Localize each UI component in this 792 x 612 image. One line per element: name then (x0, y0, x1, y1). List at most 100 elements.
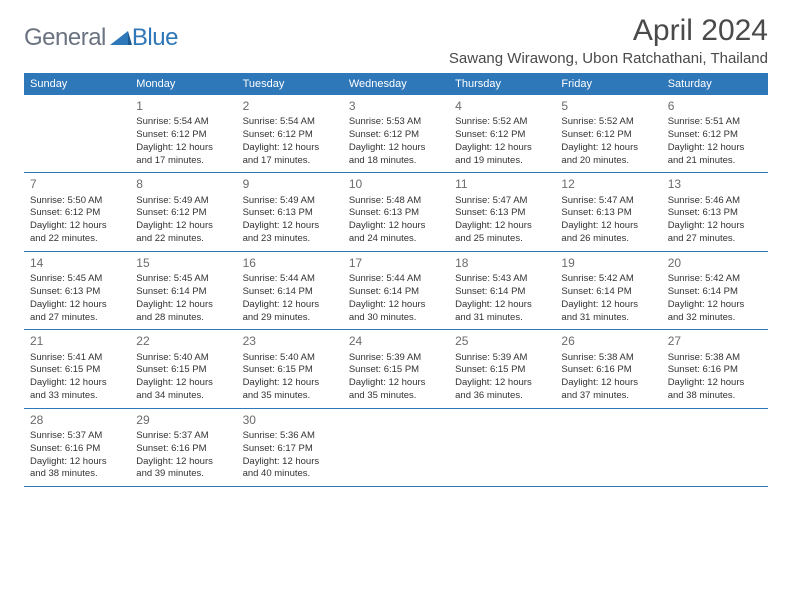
day-number: 15 (136, 255, 230, 271)
sunrise-line: Sunrise: 5:52 AM (455, 116, 549, 129)
dayname-thu: Thursday (449, 73, 555, 95)
dayname-mon: Monday (130, 73, 236, 95)
day-cell: 29 Sunrise: 5:37 AMSunset: 6:16 PMDayligh… (130, 408, 236, 486)
daylight-line: Daylight: 12 hours and 38 minutes. (668, 377, 762, 403)
day-number: 10 (349, 176, 443, 192)
sunset-line: Sunset: 6:14 PM (136, 286, 230, 299)
day-number: 21 (30, 333, 124, 349)
daylight-line: Daylight: 12 hours and 29 minutes. (243, 299, 337, 325)
day-number: 28 (30, 412, 124, 428)
daylight-line: Daylight: 12 hours and 35 minutes. (243, 377, 337, 403)
logo: General Blue (24, 24, 178, 52)
sunrise-line: Sunrise: 5:49 AM (136, 195, 230, 208)
sunrise-line: Sunrise: 5:44 AM (243, 273, 337, 286)
daylight-line: Daylight: 12 hours and 27 minutes. (30, 299, 124, 325)
daylight-line: Daylight: 12 hours and 20 minutes. (561, 142, 655, 168)
day-cell: 17Sunrise: 5:44 AMSunset: 6:14 PMDayligh… (343, 251, 449, 329)
day-number: 18 (455, 255, 549, 271)
day-cell: 10Sunrise: 5:48 AMSunset: 6:13 PMDayligh… (343, 173, 449, 251)
logo-triangle-icon (110, 29, 132, 48)
day-number: 14 (30, 255, 124, 271)
daylight-line: Daylight: 12 hours and 36 minutes. (455, 377, 549, 403)
day-cell: 8Sunrise: 5:49 AMSunset: 6:12 PMDaylight… (130, 173, 236, 251)
sunset-line: Sunset: 6:14 PM (561, 286, 655, 299)
dayname-sat: Saturday (662, 73, 768, 95)
day-cell: 2Sunrise: 5:54 AMSunset: 6:12 PMDaylight… (237, 95, 343, 173)
day-number: 11 (455, 176, 549, 192)
sunset-line: Sunset: 6:12 PM (136, 207, 230, 220)
month-title: April 2024 (449, 14, 768, 48)
day-number: 24 (349, 333, 443, 349)
day-cell: 14Sunrise: 5:45 AMSunset: 6:13 PMDayligh… (24, 251, 130, 329)
daylight-line: Daylight: 12 hours and 24 minutes. (349, 220, 443, 246)
dayname-fri: Friday (555, 73, 661, 95)
daylight-line: Daylight: 12 hours and 17 minutes. (136, 142, 230, 168)
sunset-line: Sunset: 6:15 PM (30, 364, 124, 377)
day-cell: 12Sunrise: 5:47 AMSunset: 6:13 PMDayligh… (555, 173, 661, 251)
sunrise-line: Sunrise: 5:42 AM (561, 273, 655, 286)
day-number: 7 (30, 176, 124, 192)
day-cell: 23Sunrise: 5:40 AMSunset: 6:15 PMDayligh… (237, 330, 343, 408)
sunset-line: Sunset: 6:15 PM (243, 364, 337, 377)
day-number: 27 (668, 333, 762, 349)
day-number: 1 (136, 98, 230, 114)
day-cell: 26Sunrise: 5:38 AMSunset: 6:16 PMDayligh… (555, 330, 661, 408)
day-cell: 28Sunrise: 5:37 AMSunset: 6:16 PMDayligh… (24, 408, 130, 486)
day-number: 2 (243, 98, 337, 114)
daylight-line: Daylight: 12 hours and 18 minutes. (349, 142, 443, 168)
sunrise-line: Sunrise: 5:47 AM (455, 195, 549, 208)
sunset-line: Sunset: 6:13 PM (30, 286, 124, 299)
day-cell (449, 408, 555, 486)
day-cell: 6Sunrise: 5:51 AMSunset: 6:12 PMDaylight… (662, 95, 768, 173)
sunrise-line: Sunrise: 5:52 AM (561, 116, 655, 129)
sunrise-line: Sunrise: 5:54 AM (136, 116, 230, 129)
logo-text-blue: Blue (132, 24, 178, 52)
sunset-line: Sunset: 6:12 PM (349, 129, 443, 142)
day-number: 25 (455, 333, 549, 349)
daylight-line: Daylight: 12 hours and 21 minutes. (668, 142, 762, 168)
day-cell (662, 408, 768, 486)
day-number: 30 (243, 412, 337, 428)
sunset-line: Sunset: 6:13 PM (668, 207, 762, 220)
day-cell: 4Sunrise: 5:52 AMSunset: 6:12 PMDaylight… (449, 95, 555, 173)
sunset-line: Sunset: 6:14 PM (455, 286, 549, 299)
daylight-line: Daylight: 12 hours and 32 minutes. (668, 299, 762, 325)
daylight-line: Daylight: 12 hours and 38 minutes. (30, 456, 124, 482)
day-cell: 25Sunrise: 5:39 AMSunset: 6:15 PMDayligh… (449, 330, 555, 408)
sunrise-line: Sunrise: 5:39 AM (349, 352, 443, 365)
daylight-line: Daylight: 12 hours and 22 minutes. (136, 220, 230, 246)
sunrise-line: Sunrise: 5:45 AM (136, 273, 230, 286)
day-cell: 5Sunrise: 5:52 AMSunset: 6:12 PMDaylight… (555, 95, 661, 173)
sunset-line: Sunset: 6:12 PM (243, 129, 337, 142)
logo-text-general: General (24, 24, 106, 52)
sunset-line: Sunset: 6:16 PM (136, 443, 230, 456)
day-number: 29 (136, 412, 230, 428)
sunrise-line: Sunrise: 5:37 AM (136, 430, 230, 443)
sunset-line: Sunset: 6:17 PM (243, 443, 337, 456)
daylight-line: Daylight: 12 hours and 39 minutes. (136, 456, 230, 482)
day-header-row: Sunday Monday Tuesday Wednesday Thursday… (24, 73, 768, 95)
daylight-line: Daylight: 12 hours and 25 minutes. (455, 220, 549, 246)
day-cell: 15Sunrise: 5:45 AMSunset: 6:14 PMDayligh… (130, 251, 236, 329)
sunrise-line: Sunrise: 5:43 AM (455, 273, 549, 286)
daylight-line: Daylight: 12 hours and 31 minutes. (455, 299, 549, 325)
sunset-line: Sunset: 6:14 PM (349, 286, 443, 299)
day-number: 3 (349, 98, 443, 114)
sunset-line: Sunset: 6:13 PM (243, 207, 337, 220)
day-cell: 3Sunrise: 5:53 AMSunset: 6:12 PMDaylight… (343, 95, 449, 173)
day-cell: 13Sunrise: 5:46 AMSunset: 6:13 PMDayligh… (662, 173, 768, 251)
sunrise-line: Sunrise: 5:38 AM (668, 352, 762, 365)
day-cell: 7Sunrise: 5:50 AMSunset: 6:12 PMDaylight… (24, 173, 130, 251)
sunrise-line: Sunrise: 5:49 AM (243, 195, 337, 208)
sunrise-line: Sunrise: 5:42 AM (668, 273, 762, 286)
title-block: April 2024 Sawang Wirawong, Ubon Ratchat… (449, 14, 768, 67)
daylight-line: Daylight: 12 hours and 35 minutes. (349, 377, 443, 403)
sunrise-line: Sunrise: 5:44 AM (349, 273, 443, 286)
day-number: 6 (668, 98, 762, 114)
dayname-wed: Wednesday (343, 73, 449, 95)
day-cell: 19Sunrise: 5:42 AMSunset: 6:14 PMDayligh… (555, 251, 661, 329)
sunrise-line: Sunrise: 5:40 AM (136, 352, 230, 365)
sunrise-line: Sunrise: 5:37 AM (30, 430, 124, 443)
sunset-line: Sunset: 6:15 PM (349, 364, 443, 377)
sunset-line: Sunset: 6:14 PM (668, 286, 762, 299)
